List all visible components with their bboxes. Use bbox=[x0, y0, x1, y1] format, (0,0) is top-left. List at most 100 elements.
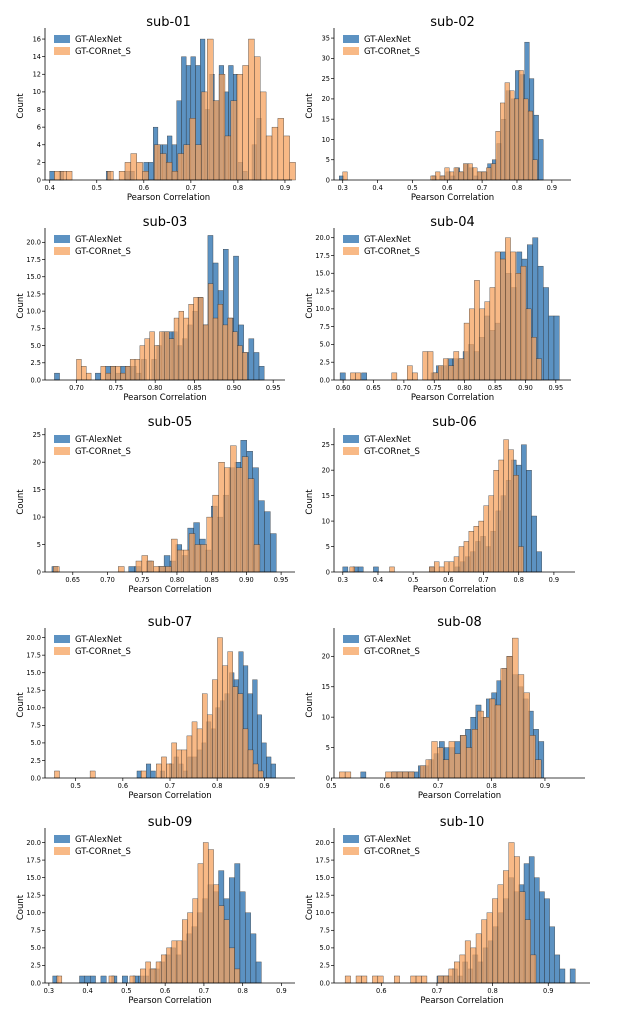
x-tick-label: 0.80 bbox=[170, 576, 185, 584]
x-tick-label: 0.5 bbox=[70, 782, 81, 790]
x-tick-label: 0.4 bbox=[373, 576, 384, 584]
y-tick-label: 5 bbox=[37, 541, 41, 549]
y-tick-label: 17.5 bbox=[315, 252, 330, 260]
x-tick-label: 0.6 bbox=[160, 987, 171, 995]
y-tick-label: 0 bbox=[326, 568, 330, 576]
x-tick-label: 0.6 bbox=[139, 184, 150, 192]
x-tick-label: 0.8 bbox=[212, 782, 223, 790]
bar bbox=[549, 926, 555, 984]
chart-title: sub-10 bbox=[440, 815, 485, 830]
y-tick-label: 0.0 bbox=[320, 979, 331, 987]
legend-label: GT-CORnet_S bbox=[75, 247, 131, 257]
x-tick-label: 0.5 bbox=[408, 576, 419, 584]
x-tick-label: 0.6 bbox=[442, 184, 453, 192]
legend-swatch bbox=[343, 835, 359, 843]
y-tick-label: 20 bbox=[322, 653, 330, 661]
y-tick-label: 15 bbox=[33, 486, 41, 494]
y-tick-label: 15 bbox=[322, 115, 330, 123]
bar bbox=[514, 856, 520, 984]
y-axis-label: Count bbox=[16, 293, 26, 319]
y-tick-label: 20 bbox=[322, 466, 330, 474]
y-tick-label: 6 bbox=[37, 123, 41, 131]
y-tick-label: 7.5 bbox=[320, 927, 331, 935]
bar bbox=[377, 975, 384, 984]
y-tick-label: 10 bbox=[322, 713, 330, 721]
x-tick-label: 0.75 bbox=[135, 576, 150, 584]
x-tick-label: 0.9 bbox=[276, 987, 287, 995]
x-tick-label: 0.80 bbox=[148, 384, 163, 392]
y-tick-label: 15.0 bbox=[26, 874, 41, 882]
x-axis-label: Pearson Correlation bbox=[123, 393, 206, 403]
y-tick-label: 5.0 bbox=[31, 342, 42, 350]
bar bbox=[443, 975, 449, 984]
bar bbox=[519, 891, 526, 984]
x-tick-label: 0.90 bbox=[518, 384, 533, 392]
bar bbox=[554, 954, 561, 984]
y-tick-label: 8 bbox=[37, 106, 41, 114]
x-tick-label: 0.70 bbox=[100, 576, 115, 584]
y-tick-label: 5.0 bbox=[31, 739, 42, 747]
legend-swatch bbox=[343, 435, 359, 443]
legend-swatch bbox=[343, 847, 359, 855]
y-tick-label: 2 bbox=[37, 159, 41, 167]
y-tick-label: 20 bbox=[322, 95, 330, 103]
x-tick-label: 0.75 bbox=[427, 384, 442, 392]
y-tick-label: 17.5 bbox=[26, 256, 41, 264]
x-tick-label: 0.4 bbox=[44, 184, 55, 192]
legend: GT-AlexNet GT-CORnet_S bbox=[343, 35, 420, 57]
bar bbox=[459, 954, 466, 984]
x-tick-label: 0.85 bbox=[187, 384, 202, 392]
y-tick-label: 12.5 bbox=[315, 287, 330, 295]
bar bbox=[524, 919, 531, 984]
chart-title: sub-09 bbox=[148, 815, 193, 830]
y-tick-label: 10.0 bbox=[26, 909, 41, 917]
legend: GT-AlexNet GT-CORnet_S bbox=[343, 835, 420, 857]
bar bbox=[454, 961, 460, 984]
legend-label: GT-AlexNet bbox=[364, 635, 411, 645]
x-tick-label: 0.9 bbox=[259, 782, 270, 790]
y-tick-label: 0.0 bbox=[320, 376, 331, 384]
y-tick-label: 0 bbox=[37, 568, 41, 576]
y-tick-label: 2.5 bbox=[31, 359, 42, 367]
x-tick-label: 0.60 bbox=[336, 384, 351, 392]
y-tick-label: 5.0 bbox=[31, 944, 42, 952]
x-tick-label: 0.5 bbox=[121, 987, 132, 995]
y-axis-label: Count bbox=[305, 692, 315, 718]
chart-title: sub-04 bbox=[430, 215, 475, 230]
legend-label: GT-CORnet_S bbox=[364, 847, 420, 857]
x-tick-label: 0.8 bbox=[237, 987, 248, 995]
legend: GT-AlexNet GT-CORnet_S bbox=[54, 635, 131, 657]
y-tick-label: 25 bbox=[322, 75, 330, 83]
x-tick-label: 0.7 bbox=[432, 987, 443, 995]
legend-swatch bbox=[343, 247, 359, 255]
bar bbox=[492, 898, 499, 984]
x-tick-label: 0.65 bbox=[366, 384, 381, 392]
x-tick-label: 0.65 bbox=[65, 576, 80, 584]
x-tick-label: 0.9 bbox=[543, 987, 554, 995]
chart-title: sub-07 bbox=[148, 615, 193, 630]
y-tick-label: 7.5 bbox=[31, 722, 42, 730]
y-tick-label: 30 bbox=[322, 55, 330, 63]
y-axis-label: Count bbox=[305, 93, 315, 119]
chart-title: sub-03 bbox=[143, 215, 188, 230]
x-tick-label: 0.5 bbox=[326, 782, 337, 790]
y-tick-label: 15 bbox=[322, 683, 330, 691]
series-GT-CORnet_S bbox=[54, 38, 296, 181]
y-tick-label: 10 bbox=[33, 88, 41, 96]
bar bbox=[437, 975, 444, 984]
legend-label: GT-AlexNet bbox=[75, 235, 122, 245]
legend-swatch bbox=[54, 447, 70, 455]
x-tick-label: 0.9 bbox=[540, 782, 551, 790]
bar bbox=[475, 933, 482, 984]
y-tick-label: 7.5 bbox=[31, 325, 42, 333]
y-tick-label: 35 bbox=[322, 34, 330, 42]
bar bbox=[464, 940, 471, 984]
y-tick-label: 15.0 bbox=[26, 669, 41, 677]
y-tick-label: 15 bbox=[322, 492, 330, 500]
